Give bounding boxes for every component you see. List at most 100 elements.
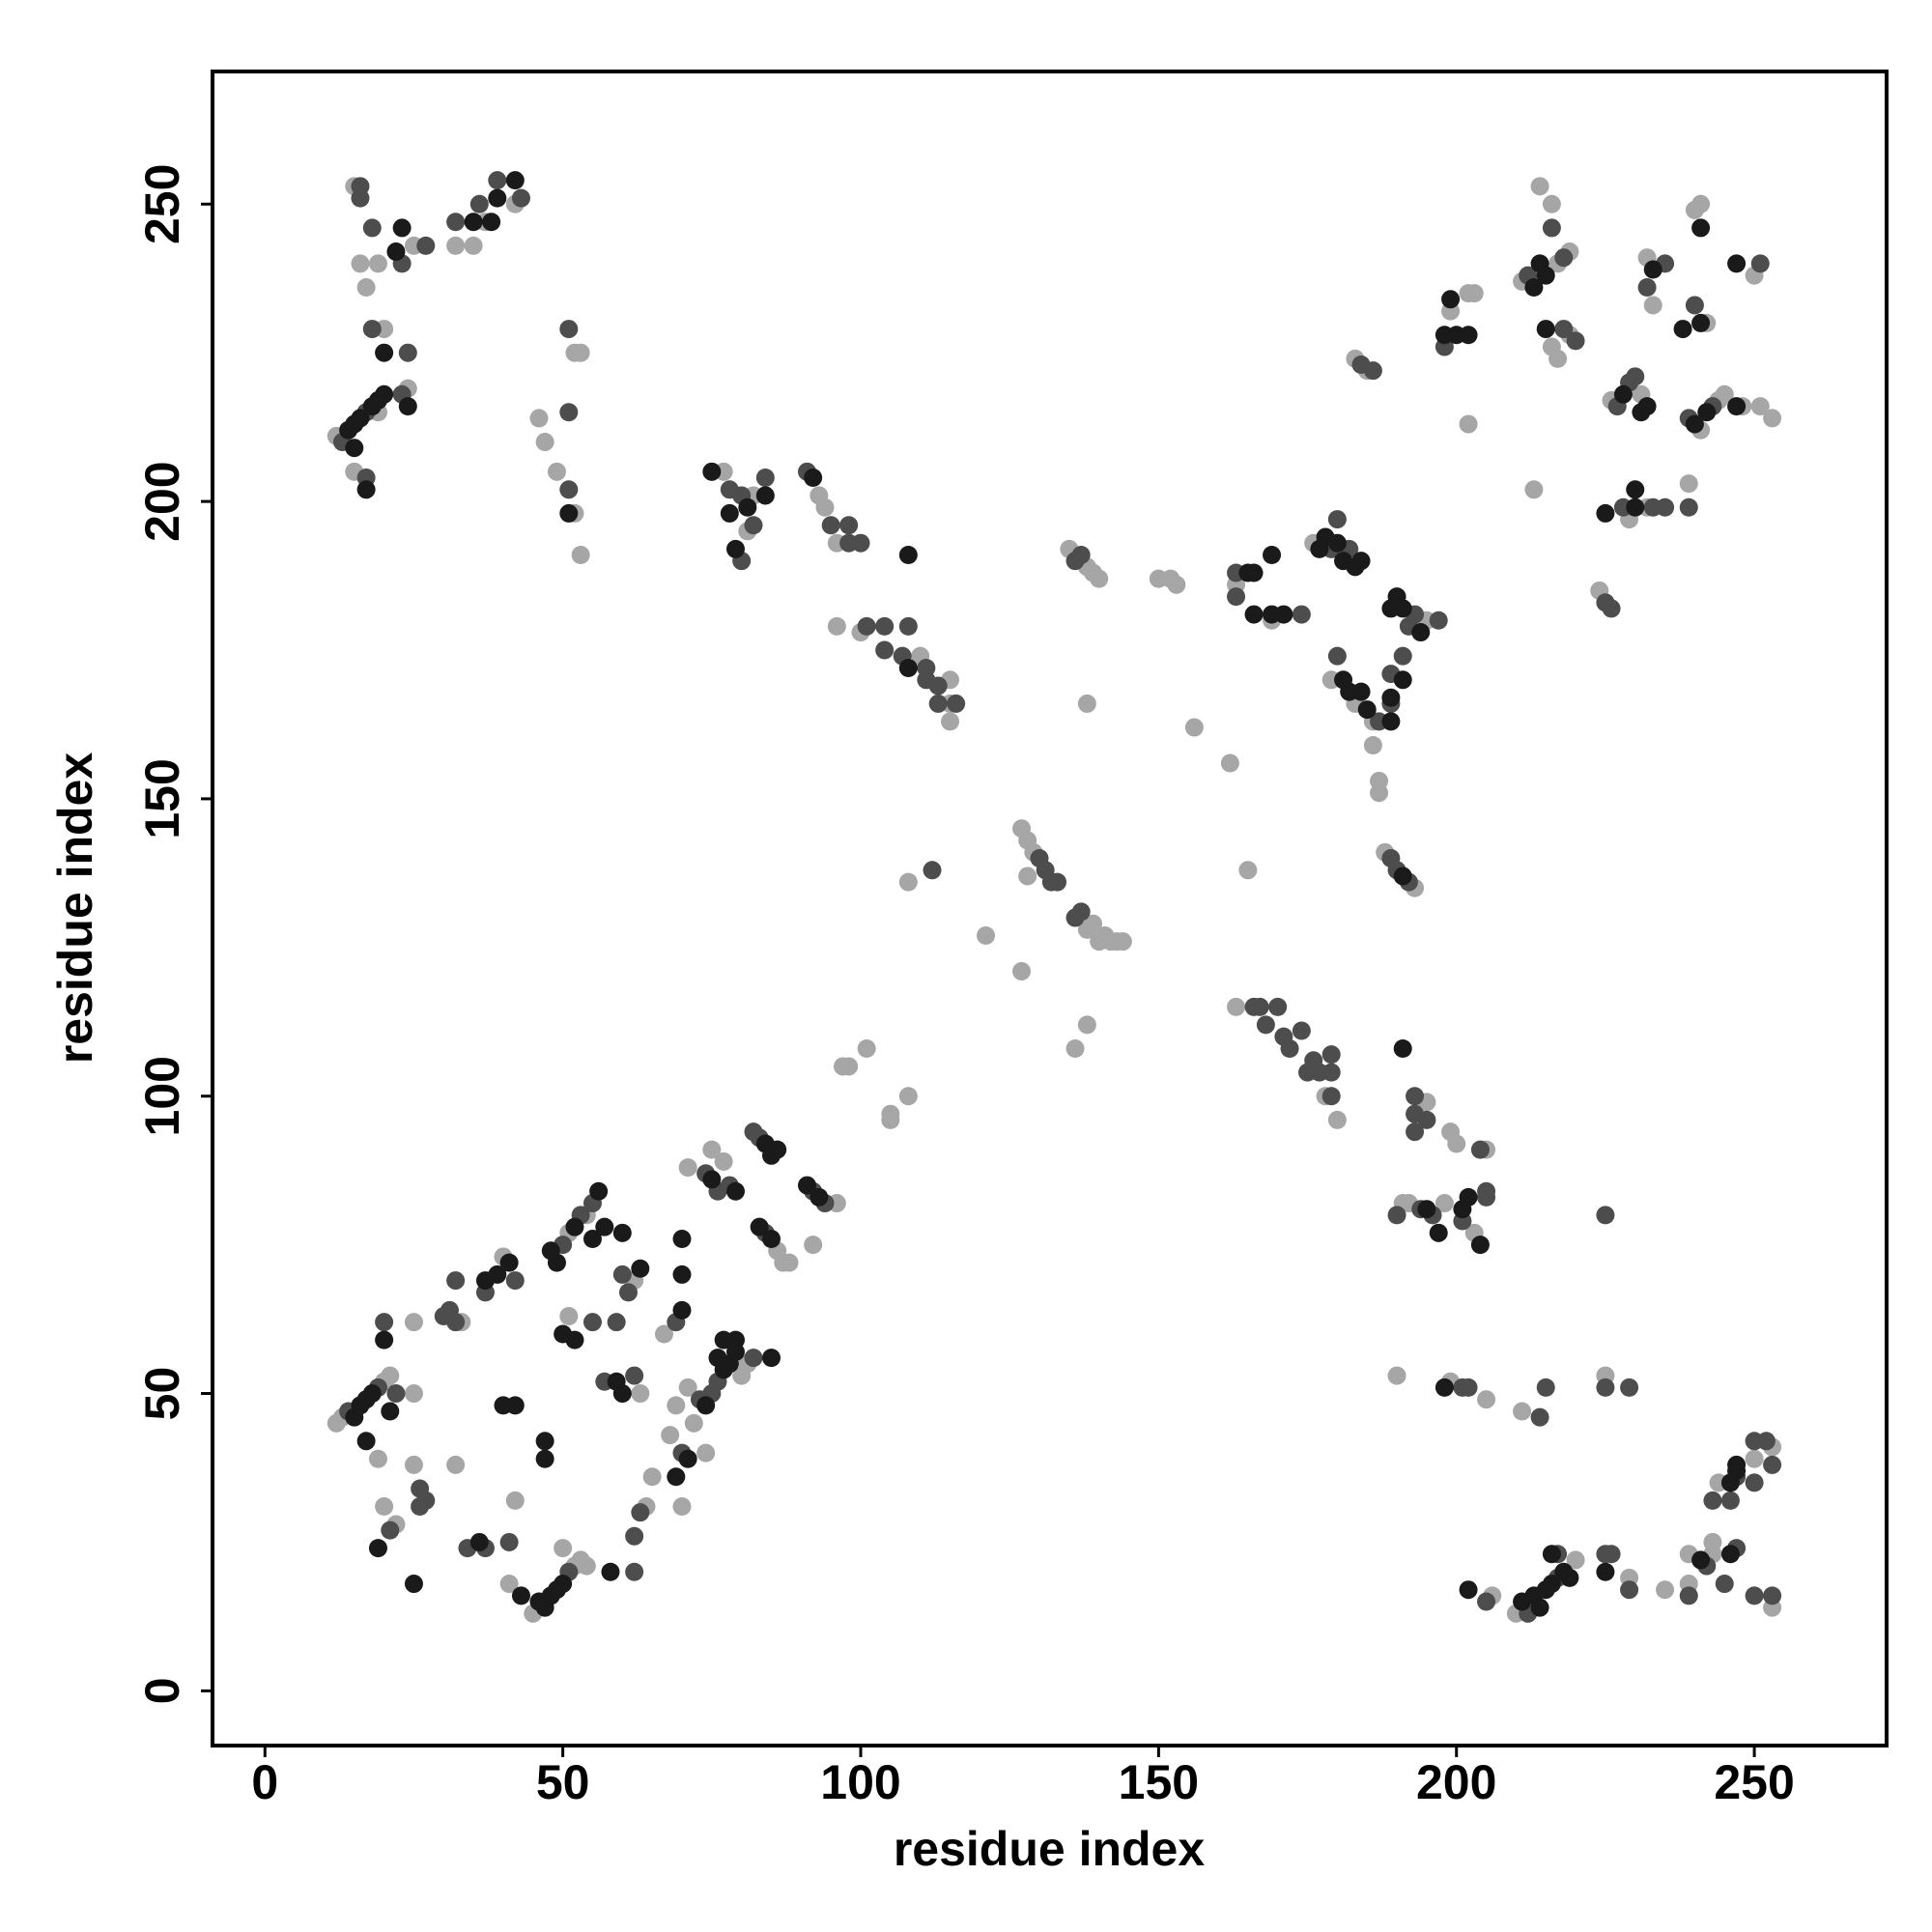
point <box>1697 403 1717 422</box>
point <box>362 320 382 339</box>
point <box>1763 1455 1782 1474</box>
point <box>1411 623 1431 642</box>
point <box>1477 1592 1496 1611</box>
point <box>1703 1491 1722 1510</box>
point <box>738 497 757 517</box>
point <box>928 676 948 696</box>
point <box>1327 533 1347 553</box>
point <box>351 177 370 196</box>
point <box>1351 552 1371 571</box>
point <box>1542 218 1561 238</box>
point <box>1679 497 1698 517</box>
point <box>977 926 996 946</box>
point <box>1220 753 1239 773</box>
point <box>1327 510 1347 529</box>
point <box>1459 326 1478 345</box>
point <box>827 616 846 636</box>
point <box>1554 248 1574 268</box>
point <box>1227 587 1246 607</box>
point <box>356 480 376 499</box>
point <box>612 1384 632 1404</box>
point <box>1596 503 1615 523</box>
point <box>725 1181 745 1201</box>
point <box>446 236 466 255</box>
point <box>755 468 775 487</box>
point <box>1292 605 1311 624</box>
point <box>618 1283 638 1302</box>
point <box>702 1170 722 1189</box>
point <box>1435 1378 1454 1397</box>
point <box>446 1271 466 1291</box>
point <box>1477 1390 1496 1409</box>
point <box>1393 1038 1412 1058</box>
point <box>559 1307 579 1326</box>
y-tick-label: 150 <box>135 758 189 838</box>
point <box>381 1402 400 1421</box>
point <box>1453 1200 1472 1219</box>
point <box>582 1229 602 1248</box>
point <box>505 171 525 190</box>
point <box>1513 1402 1532 1421</box>
point <box>1429 611 1448 630</box>
point <box>1470 1236 1490 1255</box>
point <box>678 1378 697 1397</box>
point <box>1280 1038 1299 1058</box>
point <box>511 188 530 208</box>
point <box>404 1575 423 1594</box>
point <box>368 1539 387 1558</box>
point <box>1720 1491 1740 1510</box>
point <box>941 712 960 731</box>
point <box>589 1181 609 1201</box>
point <box>1626 367 1645 386</box>
point <box>1727 1455 1747 1474</box>
point <box>577 1556 596 1576</box>
point <box>1227 997 1246 1016</box>
point <box>482 213 501 232</box>
point <box>839 516 859 535</box>
point <box>1321 1045 1341 1065</box>
point <box>881 1110 900 1129</box>
point <box>612 1223 632 1242</box>
point <box>386 242 406 262</box>
point <box>1292 1021 1311 1040</box>
point <box>1393 867 1412 886</box>
point <box>875 616 895 636</box>
point <box>761 1349 781 1368</box>
point <box>1459 1580 1478 1600</box>
point <box>797 1176 816 1195</box>
point <box>1018 867 1037 886</box>
point <box>488 171 507 190</box>
point <box>744 1349 763 1368</box>
point <box>607 1313 626 1332</box>
point <box>559 503 579 523</box>
point <box>1691 1550 1711 1570</box>
point <box>464 236 483 255</box>
point <box>368 254 387 273</box>
point <box>625 1562 644 1581</box>
point <box>446 1313 466 1332</box>
point <box>1459 1378 1478 1397</box>
point <box>1566 331 1585 351</box>
point <box>804 1236 823 1255</box>
point <box>1542 1545 1561 1564</box>
point <box>720 503 739 523</box>
point <box>1090 569 1109 588</box>
point <box>469 194 489 213</box>
point <box>1381 688 1401 707</box>
point <box>898 658 918 677</box>
point <box>505 1271 525 1291</box>
point <box>571 546 590 565</box>
point <box>672 1300 692 1320</box>
point <box>1691 313 1711 332</box>
point <box>780 1253 799 1272</box>
point <box>1429 1223 1448 1242</box>
point <box>1530 1598 1549 1617</box>
y-tick-label: 250 <box>135 164 189 244</box>
point <box>1406 1122 1425 1142</box>
point <box>702 462 722 481</box>
point <box>1244 563 1264 582</box>
point <box>1381 712 1401 731</box>
point <box>1263 546 1282 565</box>
point <box>625 1366 644 1385</box>
x-tick-label: 250 <box>1714 1755 1794 1809</box>
